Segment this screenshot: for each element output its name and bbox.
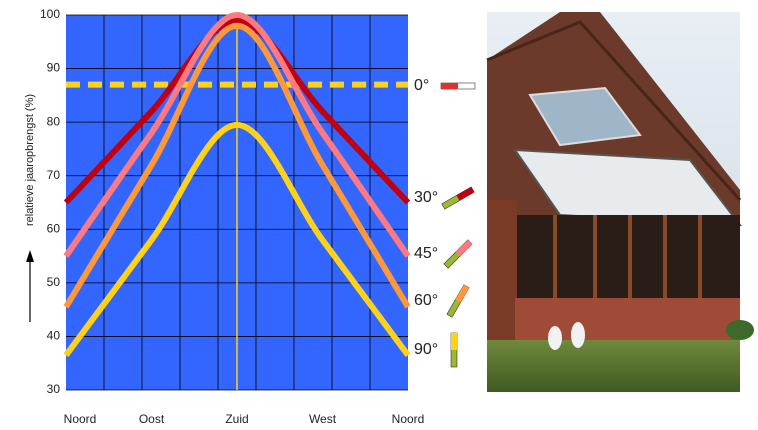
- legend-icon: [447, 285, 469, 317]
- y-tick-label: 90: [47, 61, 61, 75]
- x-tick-label: Oost: [139, 412, 165, 425]
- legend-label: 60°: [414, 292, 438, 309]
- legend-swatch-tip: [451, 333, 457, 350]
- legend-swatch-tip: [441, 83, 458, 89]
- y-tick-label: 40: [47, 329, 61, 343]
- legend-icon: [442, 187, 474, 209]
- x-tick-label: Noord: [64, 412, 97, 425]
- y-axis-label: relatieve jaaropbrengst (%): [24, 94, 36, 226]
- legend-label: 0°: [414, 77, 429, 94]
- y-tick-label: 100: [40, 7, 60, 21]
- legend-label: 90°: [414, 341, 438, 358]
- chart: 30405060708090100NoordOostZuidWestNoord …: [0, 0, 758, 425]
- y-tick-label: 30: [47, 382, 61, 396]
- legend-label: 45°: [414, 245, 438, 262]
- legend-icon: [441, 83, 475, 89]
- legend-label: 30°: [414, 189, 438, 206]
- legend-icon: [451, 333, 457, 367]
- photo: [487, 12, 754, 392]
- page: 30405060708090100NoordOostZuidWestNoord …: [0, 0, 758, 430]
- y-tick-label: 60: [47, 221, 61, 235]
- x-tick-label: West: [309, 412, 337, 425]
- y-tick-label: 80: [47, 114, 61, 128]
- x-tick-label: Noord: [392, 412, 425, 425]
- arrow-head: [26, 250, 34, 262]
- legend-icon: [444, 240, 472, 268]
- y-tick-label: 50: [47, 275, 61, 289]
- x-tick-label: Zuid: [225, 412, 248, 425]
- y-tick-label: 70: [47, 168, 61, 182]
- plot: 30 40 50 60 70 80 90 100 Noord Oost Zuid West Noord: [40, 7, 424, 425]
- legend-swatch-tip: [456, 240, 472, 256]
